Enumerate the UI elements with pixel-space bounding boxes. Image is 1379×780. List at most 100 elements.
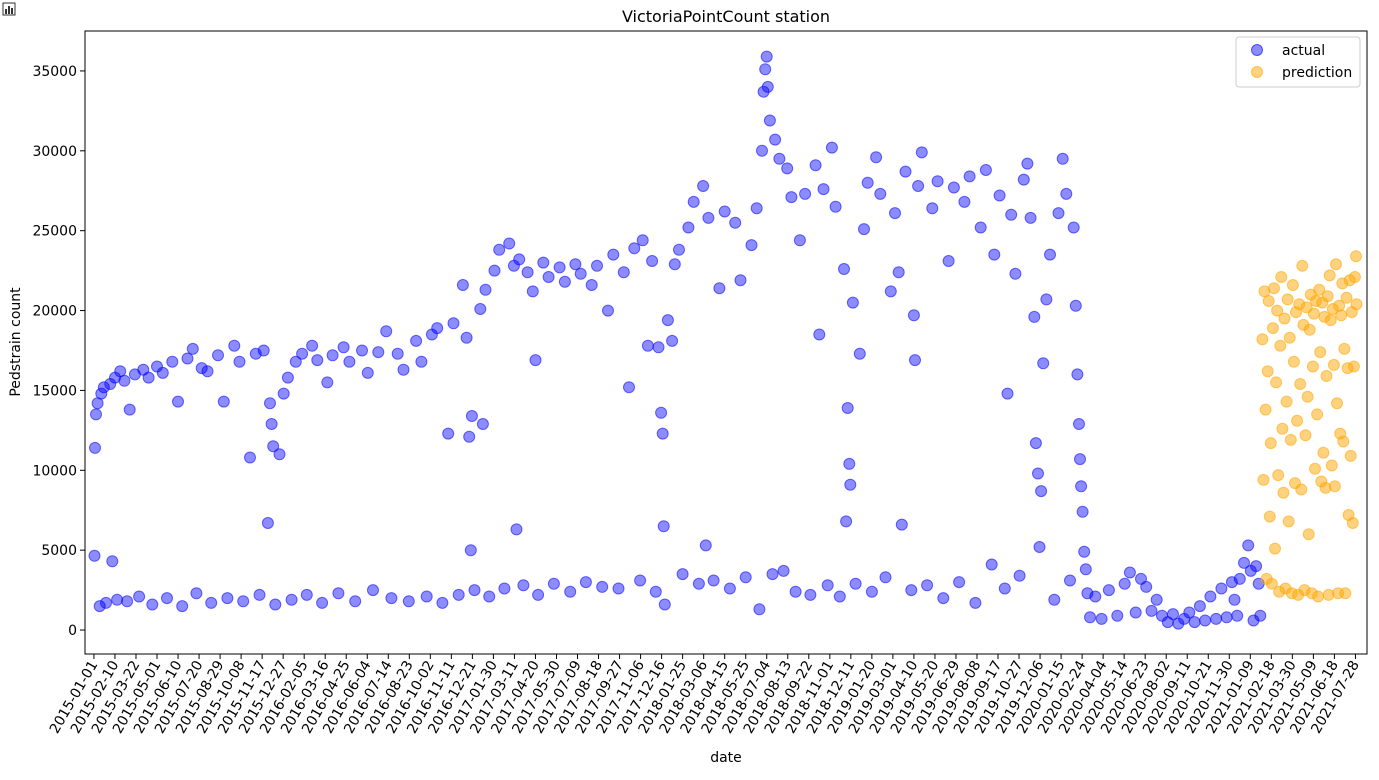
- data-point-prediction: [1324, 314, 1337, 327]
- y-tick-label: 0: [68, 623, 77, 639]
- data-point-prediction: [1263, 510, 1276, 523]
- data-point-actual: [436, 596, 449, 609]
- data-point-actual: [769, 133, 782, 146]
- data-point-prediction: [1307, 307, 1320, 320]
- data-point-actual: [542, 271, 555, 283]
- data-point-actual: [1078, 545, 1091, 558]
- data-point-actual: [1048, 593, 1061, 606]
- data-point-actual: [942, 255, 955, 267]
- data-point-actual: [899, 165, 912, 178]
- data-point-actual: [201, 365, 214, 378]
- data-point-actual: [306, 339, 319, 352]
- data-point-actual: [289, 355, 302, 368]
- data-point-actual: [676, 568, 689, 581]
- series-prediction-points: [1256, 250, 1363, 603]
- data-point-actual: [799, 187, 812, 200]
- data-point-actual: [707, 574, 720, 587]
- data-point-actual: [988, 248, 1001, 261]
- data-point-actual: [465, 410, 478, 422]
- data-point-actual: [479, 283, 492, 296]
- data-point-actual: [602, 304, 614, 317]
- data-point-prediction: [1340, 291, 1353, 304]
- data-point-actual: [641, 339, 654, 352]
- data-point-actual: [1044, 248, 1056, 261]
- data-point-actual: [673, 243, 685, 256]
- data-point-actual: [1095, 612, 1108, 625]
- data-point-actual: [905, 584, 918, 597]
- data-point-actual: [760, 50, 773, 63]
- data-point-actual: [264, 397, 276, 410]
- y-axis: 0 5000 10000 15000 20000 25000 30000 35000: [32, 64, 85, 639]
- data-point-actual: [1140, 580, 1153, 593]
- data-point-actual: [1009, 267, 1022, 280]
- data-point-actual: [326, 349, 339, 362]
- data-point-actual: [718, 205, 731, 218]
- data-point-actual: [349, 595, 362, 608]
- data-point-actual: [853, 347, 866, 360]
- data-point-actual: [463, 430, 476, 443]
- data-point-actual: [212, 349, 224, 362]
- data-point-prediction: [1331, 397, 1343, 410]
- data-point-actual: [316, 596, 329, 609]
- data-point-prediction: [1313, 283, 1326, 296]
- data-point-actual: [452, 588, 465, 601]
- data-point-actual: [963, 170, 976, 183]
- data-point-prediction: [1261, 365, 1274, 378]
- data-point-actual: [844, 478, 857, 491]
- data-point-actual: [958, 195, 971, 208]
- data-point-actual: [257, 344, 270, 357]
- data-point-prediction: [1256, 333, 1269, 346]
- data-point-actual: [879, 571, 892, 584]
- data-point-actual: [93, 600, 106, 613]
- data-point-prediction: [1280, 395, 1293, 408]
- y-tick-label: 20000: [32, 304, 77, 320]
- data-point-actual: [233, 355, 246, 368]
- data-point-actual: [415, 355, 428, 368]
- y-axis-label: Pedstrain count: [8, 287, 24, 397]
- data-point-actual: [892, 266, 905, 279]
- data-point-actual: [937, 592, 950, 605]
- data-point-prediction: [1265, 577, 1278, 590]
- data-point-actual: [1233, 572, 1246, 585]
- data-point-actual: [1067, 221, 1080, 234]
- data-point-actual: [111, 593, 124, 606]
- data-point-actual: [953, 576, 966, 589]
- data-point-actual: [221, 592, 234, 605]
- data-point-actual: [337, 341, 350, 354]
- data-point-prediction: [1295, 483, 1308, 496]
- data-point-actual: [431, 322, 444, 335]
- data-point-actual: [237, 595, 250, 608]
- data-point-prediction: [1266, 322, 1279, 335]
- data-point-prediction: [1296, 259, 1309, 272]
- data-point-prediction: [1270, 376, 1283, 389]
- data-point-actual: [652, 341, 665, 354]
- data-point-actual: [998, 582, 1011, 595]
- y-tick-label: 15000: [32, 383, 77, 399]
- data-point-actual: [1084, 611, 1096, 624]
- data-point-actual: [1129, 606, 1142, 619]
- data-point-actual: [269, 598, 282, 611]
- data-point-actual: [133, 590, 146, 603]
- data-point-prediction: [1286, 279, 1299, 291]
- data-point-prediction: [1347, 360, 1360, 373]
- data-point-prediction: [1317, 446, 1330, 459]
- data-point-actual: [343, 355, 356, 368]
- data-point-actual: [1183, 606, 1196, 619]
- data-point-actual: [1001, 387, 1014, 400]
- legend-marker-actual: [1251, 44, 1263, 56]
- data-point-prediction: [1337, 435, 1350, 448]
- data-point-actual: [1021, 157, 1034, 170]
- data-point-actual: [833, 590, 846, 603]
- data-point-actual: [1060, 187, 1073, 200]
- data-point-actual: [205, 596, 218, 609]
- data-point-actual: [692, 577, 705, 590]
- data-point-actual: [1102, 584, 1115, 597]
- data-point-actual: [849, 577, 862, 590]
- data-point-prediction: [1264, 437, 1277, 450]
- data-point-actual: [825, 141, 838, 154]
- data-point-actual: [1013, 569, 1026, 582]
- data-point-actual: [1069, 299, 1082, 312]
- data-point-actual: [750, 202, 763, 215]
- data-point-prediction: [1314, 346, 1327, 359]
- data-point-prediction: [1272, 469, 1285, 482]
